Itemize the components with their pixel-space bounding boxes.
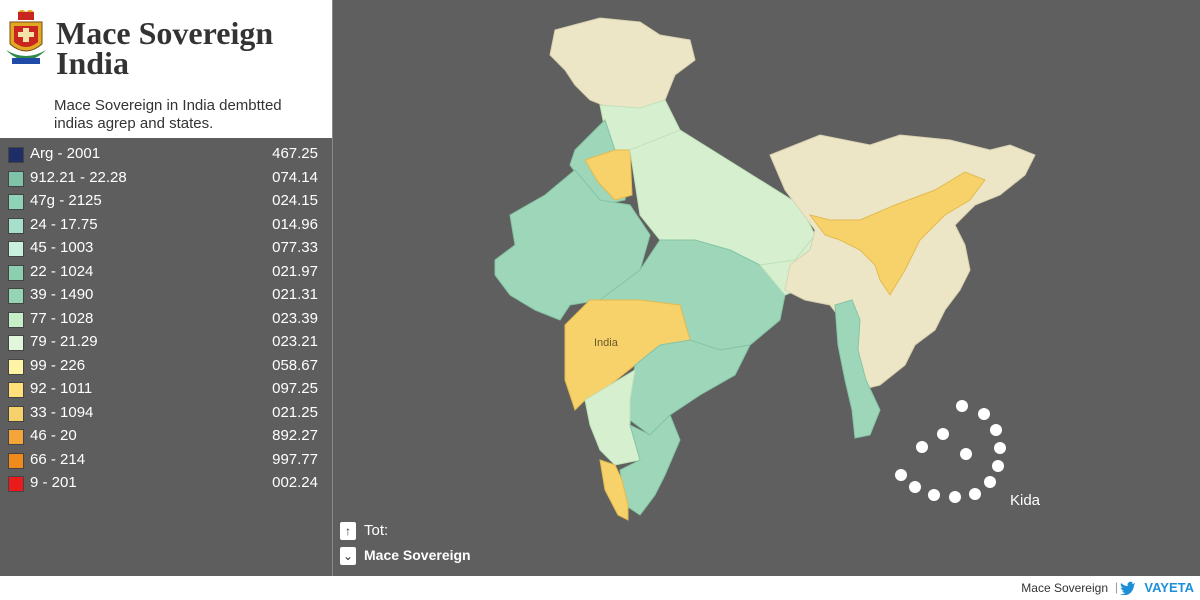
legend-swatch [8, 452, 24, 469]
chevron-down-icon[interactable]: ⌄ [340, 547, 356, 565]
legend-range: 79 - 21.29 [30, 333, 98, 350]
legend-swatch [8, 147, 24, 163]
legend-item: 66 - 214 997.77 [0, 449, 332, 473]
legend-range: 47g - 2125 [30, 192, 102, 209]
footer-brand[interactable]: VAYETA [1144, 580, 1194, 595]
legend-swatch [8, 358, 24, 375]
legend-swatch [8, 170, 24, 187]
arrow-up-icon[interactable]: ↑ [340, 522, 356, 540]
legend-range: 24 - 17.75 [30, 215, 98, 233]
legend-range: 39 - 1490 [30, 286, 94, 303]
legend-range: 45 - 1003 [30, 239, 94, 256]
legend-range: 9 - 201 [30, 474, 77, 491]
legend-range: 33 - 1094 [30, 403, 94, 421]
header: Mace Sovereign India Mace Sovereign in I… [0, 0, 332, 138]
region-deccan [629, 339, 751, 436]
nav-down-label: Mace Sovereign [364, 547, 471, 563]
footer: Mace Sovereign | VAYETA [0, 576, 1200, 600]
legend-value: 074.14 [272, 168, 318, 186]
legend-item: 33 - 1094 021.25 [0, 402, 332, 426]
legend-range: 77 - 1028 [30, 309, 94, 327]
footer-text: Mace Sovereign [1021, 581, 1108, 595]
region-north [549, 17, 696, 111]
legend-range: 92 - 1011 [30, 380, 93, 397]
legend: Arg - 2001 467.25 912.21 - 22.28 074.14 47g … [0, 143, 332, 496]
legend-range: 66 - 214 [30, 450, 86, 468]
circle-label: Kida [1010, 492, 1041, 509]
legend-item: 39 - 1490 021.31 [0, 284, 332, 308]
legend-range: 22 - 1024 [30, 262, 94, 280]
legend-value: 021.97 [272, 262, 318, 280]
legend-item: Arg - 2001 467.25 [0, 143, 332, 167]
region-delhi [584, 149, 633, 201]
sidebar-panel: Mace Sovereign India Mace Sovereign in I… [0, 0, 333, 576]
region-label: India [594, 337, 619, 349]
legend-item: 77 - 1028 023.39 [0, 308, 332, 332]
legend-swatch [8, 288, 24, 304]
legend-value: 014.96 [272, 215, 318, 233]
legend-item: 9 - 201 002.24 [0, 472, 332, 496]
legend-value: 997.77 [272, 450, 318, 468]
bird-icon[interactable] [1120, 581, 1136, 595]
region-tamilnadu [619, 414, 681, 516]
region-northeast-band [808, 171, 986, 296]
legend-swatch [8, 405, 24, 422]
legend-item: 45 - 1003 077.33 [0, 237, 332, 261]
legend-value: 023.39 [272, 309, 318, 327]
nav-up-label: Tot: [364, 522, 389, 539]
legend-value: 023.21 [272, 333, 318, 350]
region-bengal [834, 299, 881, 439]
legend-swatch [8, 217, 24, 234]
footer-separator: | [1114, 580, 1118, 594]
legend-value: 077.33 [272, 239, 318, 256]
legend-item: 46 - 20 892.27 [0, 425, 332, 449]
legend-value: 892.27 [272, 427, 318, 444]
legend-item: 79 - 21.29 023.21 [0, 331, 332, 355]
legend-item: 92 - 1011 097.25 [0, 378, 332, 402]
page-subtitle: Mace Sovereign in India dembtted indias … [54, 97, 282, 132]
region-kerala [599, 459, 629, 521]
legend-value: 002.24 [272, 474, 318, 491]
legend-range: 99 - 226 [30, 356, 86, 374]
legend-range: Arg - 2001 [30, 145, 101, 162]
legend-swatch [8, 264, 24, 281]
dot-ring [895, 400, 1006, 503]
legend-range: 912.21 - 22.28 [30, 168, 127, 186]
crest-icon [6, 10, 46, 64]
legend-swatch [8, 429, 24, 445]
legend-swatch [8, 194, 24, 210]
legend-swatch [8, 241, 24, 257]
legend-value: 467.25 [272, 145, 318, 162]
legend-item: 47g - 2125 024.15 [0, 190, 332, 214]
legend-value: 021.25 [272, 403, 318, 421]
legend-value: 024.15 [272, 192, 318, 209]
legend-value: 021.31 [272, 286, 318, 303]
legend-item: 912.21 - 22.28 074.14 [0, 167, 332, 191]
legend-item: 99 - 226 058.67 [0, 355, 332, 379]
legend-item: 24 - 17.75 014.96 [0, 214, 332, 238]
legend-item: 22 - 1024 021.97 [0, 261, 332, 285]
legend-swatch [8, 476, 24, 492]
legend-swatch [8, 311, 24, 328]
legend-range: 46 - 20 [30, 427, 77, 444]
legend-value: 058.67 [272, 356, 318, 374]
legend-value: 097.25 [272, 380, 318, 397]
india-map: India [494, 17, 1036, 521]
page-title: Mace Sovereign India [56, 15, 274, 81]
legend-swatch [8, 382, 24, 398]
legend-swatch [8, 335, 24, 351]
